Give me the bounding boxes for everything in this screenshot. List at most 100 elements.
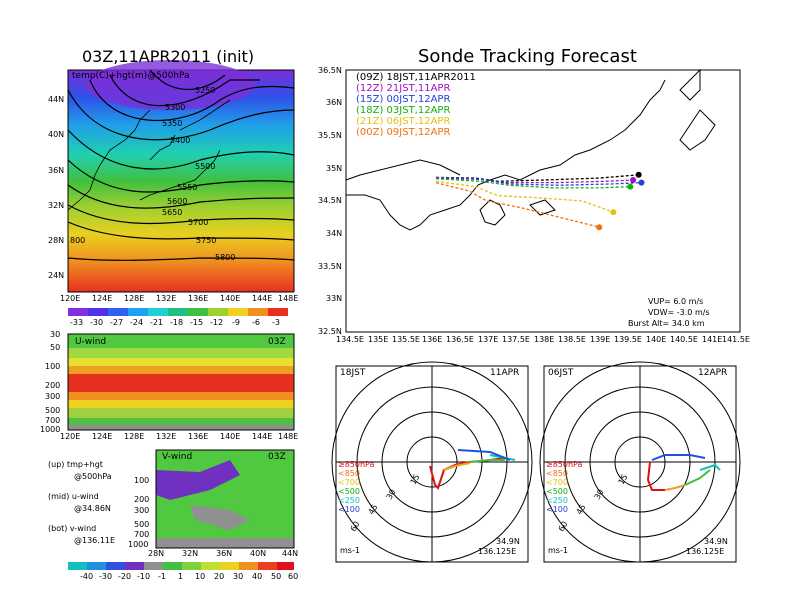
lon-tick: 124E	[92, 432, 113, 441]
lon-tick: 136E	[188, 294, 209, 303]
lat-tick: 36N	[326, 98, 343, 107]
lat-tick: 40N	[250, 549, 267, 558]
hodo-right-date: 12APR	[698, 368, 728, 378]
lon-tick: 148E	[278, 294, 299, 303]
lat-tick: 24N	[48, 271, 65, 280]
track-line	[435, 182, 600, 228]
legend-entry: (21Z) 06JST,12APR	[356, 116, 451, 127]
contour-label: 800	[70, 236, 86, 245]
wind-cbar-tick: -20	[118, 572, 132, 581]
hodo-left-lon: 136.125E	[478, 547, 517, 556]
height-contours	[67, 69, 295, 261]
lon-tick: 139.5E	[614, 335, 642, 344]
lon-tick: 140.5E	[670, 335, 698, 344]
lon-tick: 141.5E	[722, 335, 750, 344]
track-line	[436, 178, 631, 189]
lat-tick: 36N	[48, 166, 65, 175]
p-tick: 700	[45, 416, 61, 425]
lat-tick: 32.5N	[318, 327, 342, 336]
lon-tick: 135.5E	[392, 335, 420, 344]
hodo-left-unit: ms-1	[340, 546, 360, 555]
vdw-label: VDW= -3.0 m/s	[648, 308, 710, 317]
temp-cbar-tick: -33	[70, 318, 84, 327]
hodo-left-time: 18JST	[340, 368, 366, 378]
p-tick: 100	[45, 362, 61, 371]
temp-cbar-tick: -9	[232, 318, 240, 327]
note-up2: @500hPa	[74, 472, 112, 481]
track-endpoint	[596, 224, 603, 231]
contour-label: 5500	[195, 162, 216, 171]
lon-tick: 137E	[478, 335, 499, 344]
lon-tick: 138.5E	[558, 335, 586, 344]
track-endpoint	[630, 177, 637, 184]
cold-core	[85, 60, 255, 110]
lat-tick: 33.5N	[318, 262, 342, 271]
contour-label: 5700	[188, 218, 209, 227]
track-endpoint	[610, 209, 617, 216]
lon-tick: 141E	[702, 335, 723, 344]
track-title: Sonde Tracking Forecast	[418, 46, 637, 67]
contour-label: 5550	[177, 183, 198, 192]
temp-cbar-tick: -27	[110, 318, 124, 327]
contour-label: 5350	[162, 119, 183, 128]
lon-tick: 136E	[422, 335, 443, 344]
map-field-label: temp(C)+hgt(m)@500hPa	[72, 71, 190, 81]
temp-cbar-tick: -3	[272, 318, 280, 327]
lon-tick: 136.5E	[446, 335, 474, 344]
wind-cbar-tick: 40	[252, 572, 263, 581]
contour-label: 5600	[167, 197, 188, 206]
p-tick: 500	[134, 520, 150, 529]
legend-entry: (12Z) 21JST,11APR	[356, 83, 451, 94]
lon-tick: 120E	[60, 294, 81, 303]
burst-label: Burst Alt= 34.0 km	[628, 319, 705, 328]
p-tick: 500	[45, 406, 61, 415]
temp-cbar-tick: -6	[252, 318, 260, 327]
hodo-right-level: <850	[546, 469, 568, 478]
lat-tick: 36.5N	[318, 66, 342, 75]
hodo-left-level: <500	[338, 487, 360, 496]
contour-label: 5750	[196, 236, 217, 245]
lon-tick: 128E	[124, 432, 145, 441]
p-tick: 700	[134, 530, 150, 539]
lat-tick: 44N	[48, 95, 65, 104]
lon-tick: 124E	[92, 294, 113, 303]
lat-tick: 32N	[182, 549, 199, 558]
note-mid: (mid) u-wind	[48, 492, 99, 501]
track-line	[436, 177, 642, 186]
track-legend: (09Z) 18JST,11APR2011 (12Z) 21JST,11APR (1…	[356, 72, 476, 138]
lon-tick: 144E	[252, 294, 273, 303]
temp-colorbar	[68, 308, 288, 316]
wind-colorbar	[68, 562, 294, 570]
hodo-left-lat: 34.9N	[496, 537, 520, 546]
lat-tick: 34.5N	[318, 196, 342, 205]
hodo-right-level: <500	[546, 487, 568, 496]
wind-cbar-tick: -1	[158, 572, 166, 581]
lon-tick: 136E	[188, 432, 209, 441]
lon-tick: 132E	[156, 294, 177, 303]
track-endpoint	[627, 183, 634, 190]
note-bot: (bot) v-wind	[48, 524, 97, 533]
lat-tick: 34N	[326, 229, 343, 238]
v-wind-title: V-wind	[162, 452, 193, 462]
hodo-right-level: ≥850hPa	[546, 460, 583, 469]
track-endpoint	[635, 171, 642, 178]
track-lines	[435, 171, 645, 231]
p-tick: 200	[45, 381, 61, 390]
track-endpoint	[638, 179, 645, 186]
contour-label: 5400	[170, 136, 191, 145]
note-up: (up) tmp+hgt	[48, 460, 103, 469]
lat-tick: 35N	[326, 164, 343, 173]
hodo-right-unit: ms-1	[548, 546, 568, 555]
contour-label: 5250	[195, 86, 216, 95]
map-title: 03Z,11APR2011 (init)	[82, 47, 255, 66]
v-wind-time: 03Z	[268, 452, 286, 462]
wind-cbar-tick: 60	[288, 572, 299, 581]
lon-tick: 138E	[534, 335, 555, 344]
lon-tick: 137.5E	[502, 335, 530, 344]
hodo-left-level: <850	[338, 469, 360, 478]
u-wind-time: 03Z	[268, 337, 286, 347]
lon-tick: 139E	[590, 335, 611, 344]
lon-tick: 144E	[252, 432, 273, 441]
lon-tick: 132E	[156, 432, 177, 441]
hodo-left-level: ≥850hPa	[338, 460, 375, 469]
